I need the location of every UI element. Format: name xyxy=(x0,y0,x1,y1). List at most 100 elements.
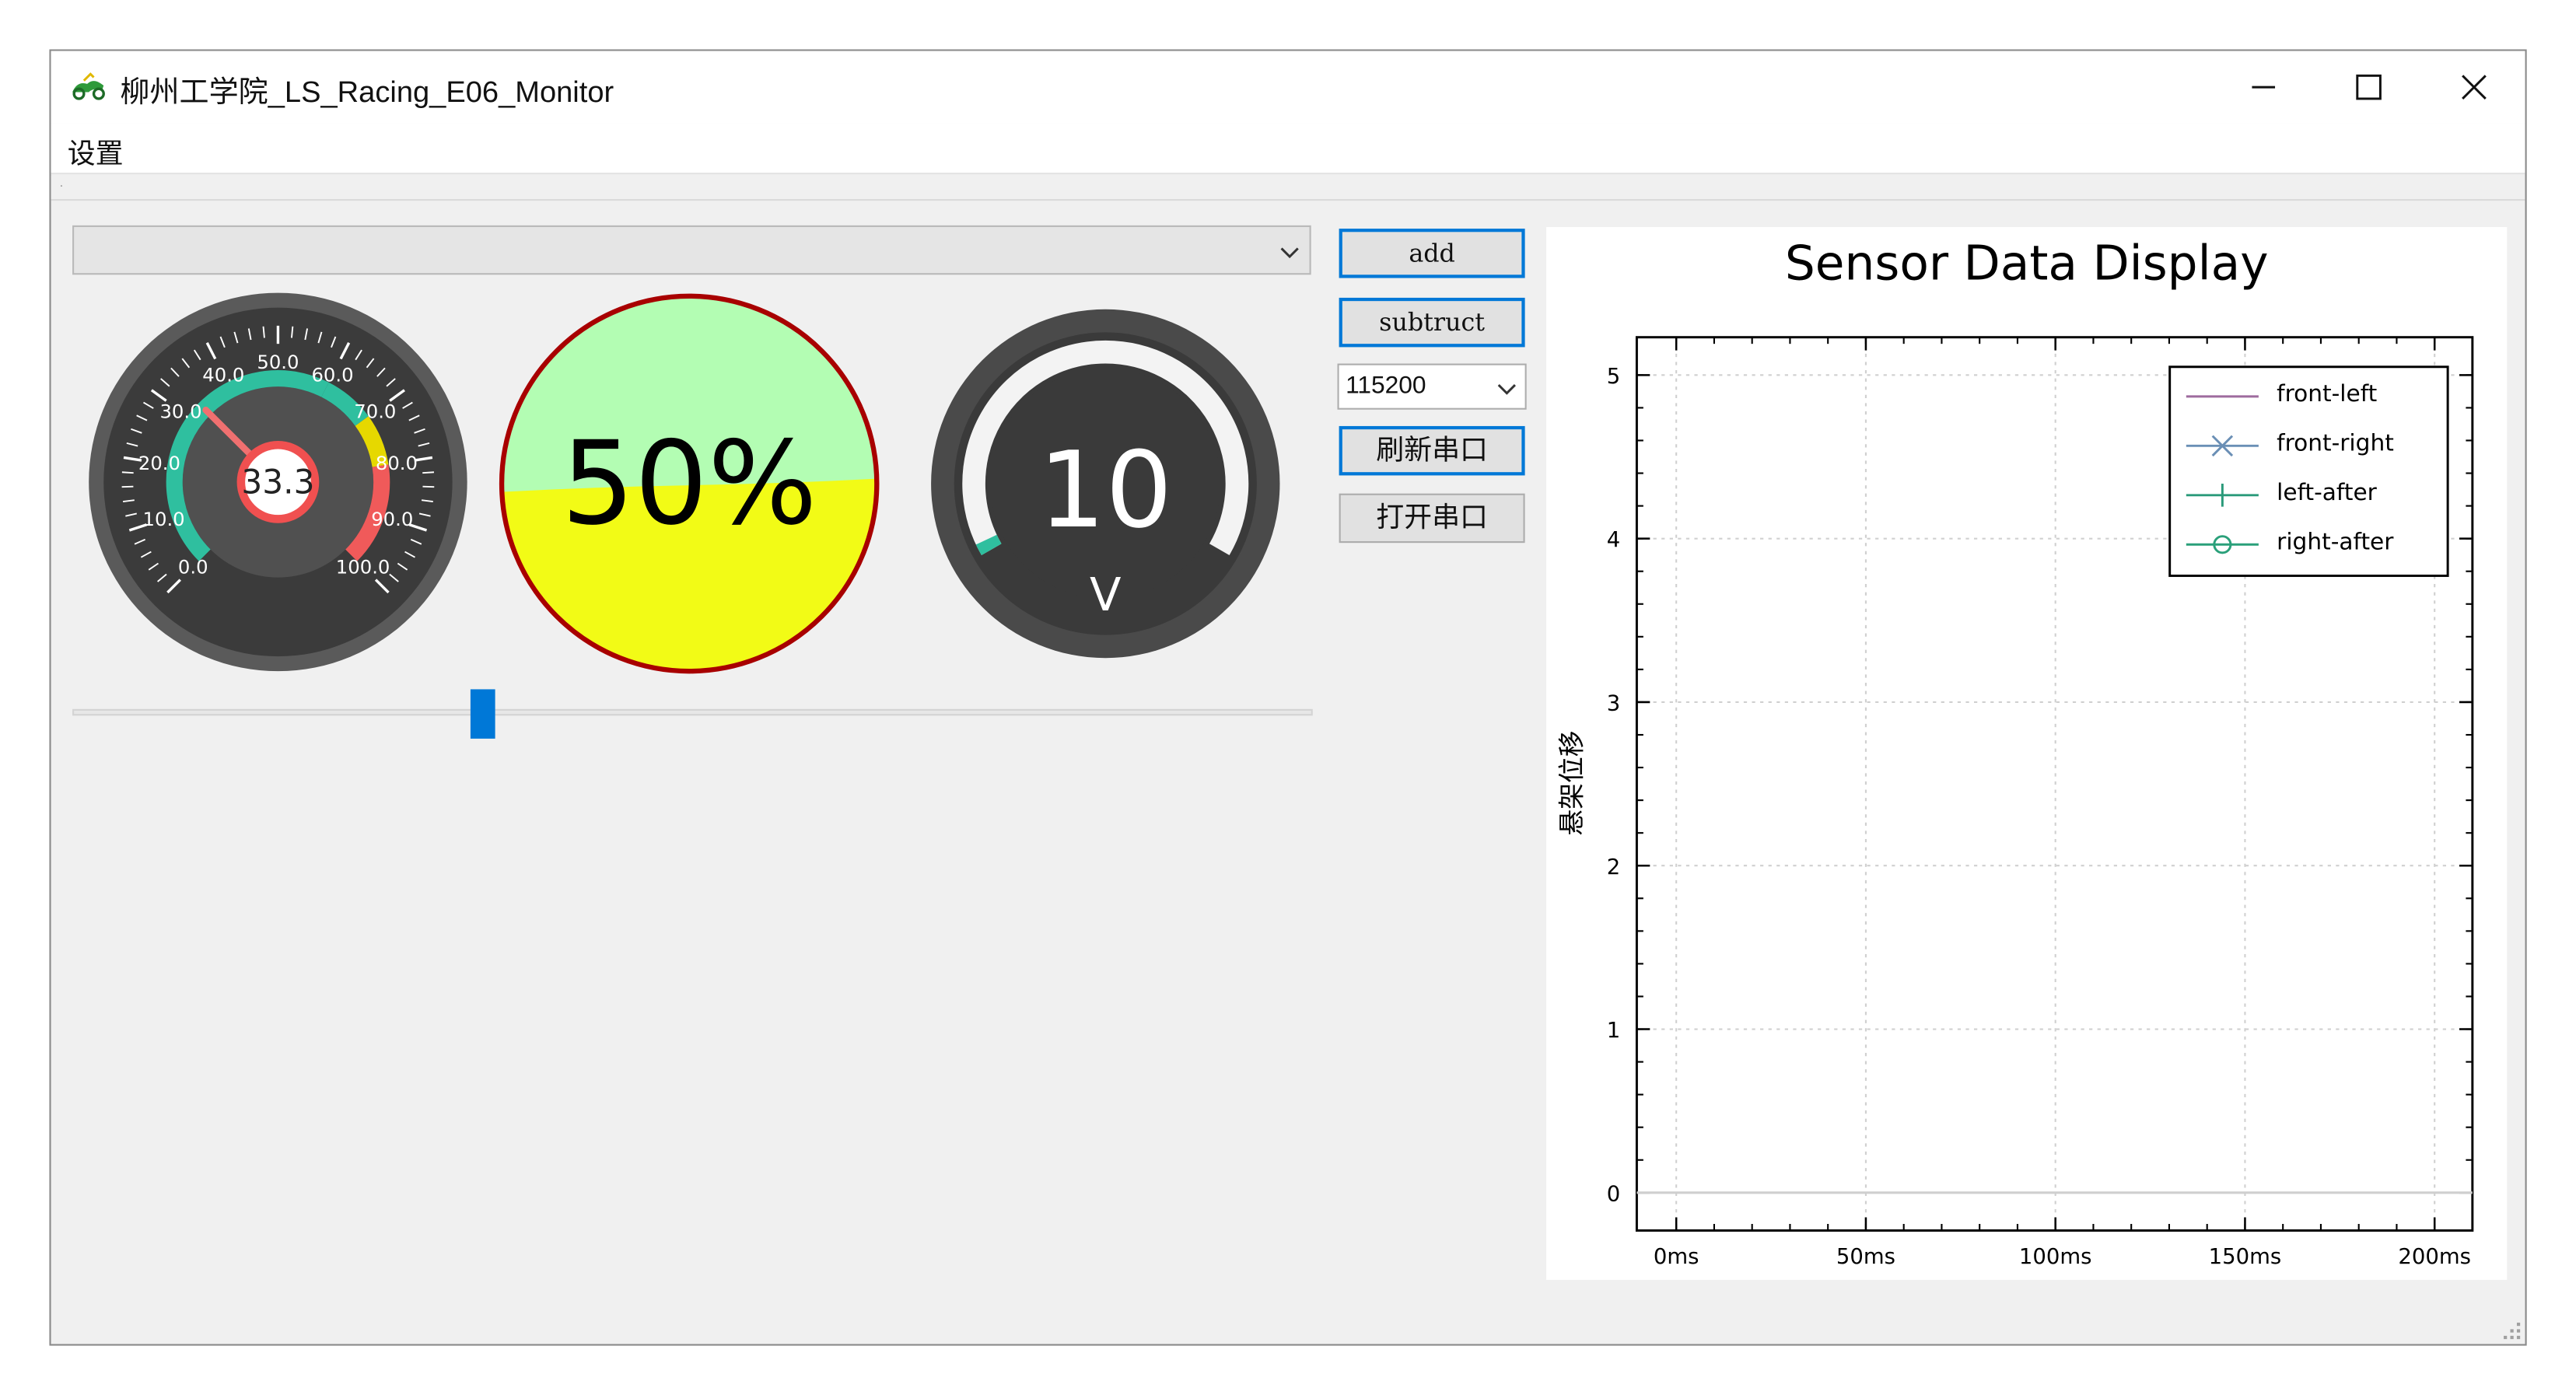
speed-gauge-tick-label: 100.0 xyxy=(336,556,390,579)
speed-gauge-tick-label: 90.0 xyxy=(371,508,413,530)
speed-gauge-tick-label: 60.0 xyxy=(311,364,353,386)
speed-gauge-tick xyxy=(160,378,170,387)
voltage-gauge: 10 V xyxy=(931,309,1280,659)
legend-label: front-left xyxy=(2277,380,2377,407)
chart-y-tick-label: 3 xyxy=(1607,691,1620,716)
subtract-button[interactable]: subtruct xyxy=(1339,297,1525,348)
baud-rate-value: 115200 xyxy=(1346,372,1426,400)
legend-label: right-after xyxy=(2277,529,2394,555)
chart-y-tick-label: 0 xyxy=(1607,1181,1620,1206)
speed-gauge-tick-label: 50.0 xyxy=(257,351,299,373)
speed-gauge-tick xyxy=(408,523,428,532)
baud-rate-select[interactable]: 115200 xyxy=(1337,363,1527,410)
chart-x-tick-label: 0ms xyxy=(1654,1244,1699,1269)
speed-gauge-tick xyxy=(389,389,405,402)
chart-panel: Sensor Data Display 0ms 50ms 100ms 150ms 200… xyxy=(1546,226,2508,1280)
device-combobox[interactable] xyxy=(72,225,1311,275)
main-window: 柳州工学院_LS_Racing_E06_Monitor 设置 xyxy=(49,49,2527,1346)
slider-handle[interactable] xyxy=(470,689,495,739)
speed-gauge-tick-label: 20.0 xyxy=(138,452,180,474)
legend-entry: right-after xyxy=(2186,529,2394,555)
legend-label: front-right xyxy=(2277,430,2394,456)
speed-gauge-tick xyxy=(131,428,142,434)
maximize-icon xyxy=(2356,74,2382,100)
progress-ball-label: 50% xyxy=(562,417,817,551)
speed-gauge-tick xyxy=(418,442,430,447)
chevron-down-icon xyxy=(1497,384,1516,395)
chart-x-tick-label: 100ms xyxy=(2019,1244,2092,1269)
app-logo-icon xyxy=(72,72,105,100)
speed-gauge-tick xyxy=(181,358,191,369)
speed-gauge-tick xyxy=(339,342,351,360)
chart-minor-ticks xyxy=(1636,337,2473,1231)
speed-gauge-tick xyxy=(166,579,182,594)
speed-gauge-tick xyxy=(128,523,147,532)
voltage-gauge-value: 10 xyxy=(1038,428,1172,551)
legend-entry: front-right xyxy=(2186,430,2394,457)
legend-entry: front-left xyxy=(2186,380,2377,407)
slider-track[interactable] xyxy=(72,708,1313,716)
title-bar[interactable]: 柳州工学院_LS_Racing_E06_Monitor xyxy=(51,51,2525,124)
speed-gauge-tick xyxy=(150,389,167,402)
progress-ball-fill xyxy=(502,478,877,672)
speed-gauge-tick xyxy=(374,579,390,594)
window-title: 柳州工学院_LS_Racing_E06_Monitor xyxy=(120,75,614,109)
speed-gauge-tick-label: 10.0 xyxy=(143,508,185,530)
speed-gauge-tick xyxy=(402,401,413,409)
menu-settings[interactable]: 设置 xyxy=(67,138,124,170)
speed-gauge-tick xyxy=(331,336,337,348)
toolbar-strip: · xyxy=(51,176,2525,201)
speed-gauge-arc xyxy=(345,464,390,561)
chart-legend: front-left front-right left-after right-aft… xyxy=(2168,365,2449,577)
speed-gauge-tick xyxy=(317,331,323,344)
speed-gauge-tick xyxy=(414,456,433,462)
speed-gauge-tick xyxy=(404,551,415,558)
speed-gauge-tick xyxy=(355,349,362,361)
refresh-port-button[interactable]: 刷新串口 xyxy=(1339,425,1525,476)
resize-grip-icon[interactable] xyxy=(2502,1321,2522,1341)
speed-gauge-tick xyxy=(410,538,422,545)
menu-bar: 设置 xyxy=(51,123,2525,175)
close-button[interactable] xyxy=(2430,61,2518,114)
chart-title: Sensor Data Display xyxy=(1785,236,2269,292)
speed-gauge-tick xyxy=(304,328,309,341)
speed-gauge-tick xyxy=(422,471,435,474)
speed-gauge-tick-label: 30.0 xyxy=(159,400,201,423)
speed-gauge-tick-labels: 0.0 10.0 20.0 30.040.0 50.0 60.070.0 80.0 90.0 1… xyxy=(138,351,418,579)
speed-gauge-value: 33.3 xyxy=(241,463,314,502)
speed-gauge-tick xyxy=(414,428,425,434)
speed-gauge-tick xyxy=(397,562,408,571)
toolbar-grip-icon[interactable]: · xyxy=(59,177,64,193)
voltage-gauge-track xyxy=(962,340,1249,555)
maximize-button[interactable] xyxy=(2324,61,2413,114)
chevron-down-icon xyxy=(1280,247,1299,259)
chart-y-tick-label: 1 xyxy=(1607,1018,1620,1043)
open-port-button[interactable]: 打开串口 xyxy=(1339,493,1525,544)
speed-gauge-tick-label: 70.0 xyxy=(354,400,396,423)
minimize-icon xyxy=(2252,86,2276,89)
minimize-button[interactable] xyxy=(2219,61,2308,114)
speed-gauge-tick xyxy=(140,551,152,558)
speed-gauge-tick xyxy=(421,499,433,503)
speed-gauge-tick xyxy=(157,573,167,582)
speed-gauge-tick xyxy=(148,562,159,571)
sensor-chart: Sensor Data Display 0ms 50ms 100ms 150ms 200… xyxy=(1557,236,2474,1269)
speed-gauge-tick xyxy=(205,342,217,360)
close-icon xyxy=(2462,75,2487,100)
speed-gauge-arc xyxy=(355,416,389,467)
speed-gauge-tick xyxy=(366,358,375,369)
speed-gauge-tick xyxy=(386,378,396,387)
speed-gauge-tick xyxy=(247,328,252,341)
speed-gauge-tick xyxy=(418,512,431,517)
chart-y-axis-label: 悬架位移 xyxy=(1557,730,1587,835)
speed-gauge-tick xyxy=(389,573,399,582)
add-button[interactable]: add xyxy=(1339,229,1525,278)
speed-gauge-tick xyxy=(125,512,138,517)
speed-gauge-tick xyxy=(143,401,154,409)
chart-x-tick-label: 150ms xyxy=(2209,1244,2282,1269)
speed-gauge-tick xyxy=(376,367,386,377)
speed-gauge-tick xyxy=(408,414,420,421)
chart-x-tick-label: 50ms xyxy=(1836,1244,1895,1269)
speed-gauge-tick xyxy=(126,442,138,447)
legend-entry: left-after xyxy=(2186,479,2378,507)
